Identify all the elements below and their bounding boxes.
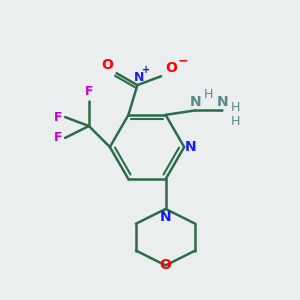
Text: N: N xyxy=(185,140,197,154)
Text: N: N xyxy=(190,95,201,109)
Text: −: − xyxy=(178,54,188,67)
Text: F: F xyxy=(85,85,93,98)
Text: H: H xyxy=(231,101,240,115)
Text: H: H xyxy=(231,115,240,128)
Text: F: F xyxy=(54,111,62,124)
Text: O: O xyxy=(160,258,172,272)
Text: F: F xyxy=(54,131,62,144)
Text: N: N xyxy=(216,95,228,109)
Text: H: H xyxy=(204,88,214,101)
Text: O: O xyxy=(166,61,178,75)
Text: N: N xyxy=(160,210,171,224)
Text: O: O xyxy=(102,58,114,72)
Text: N: N xyxy=(134,70,144,84)
Text: +: + xyxy=(142,65,150,75)
